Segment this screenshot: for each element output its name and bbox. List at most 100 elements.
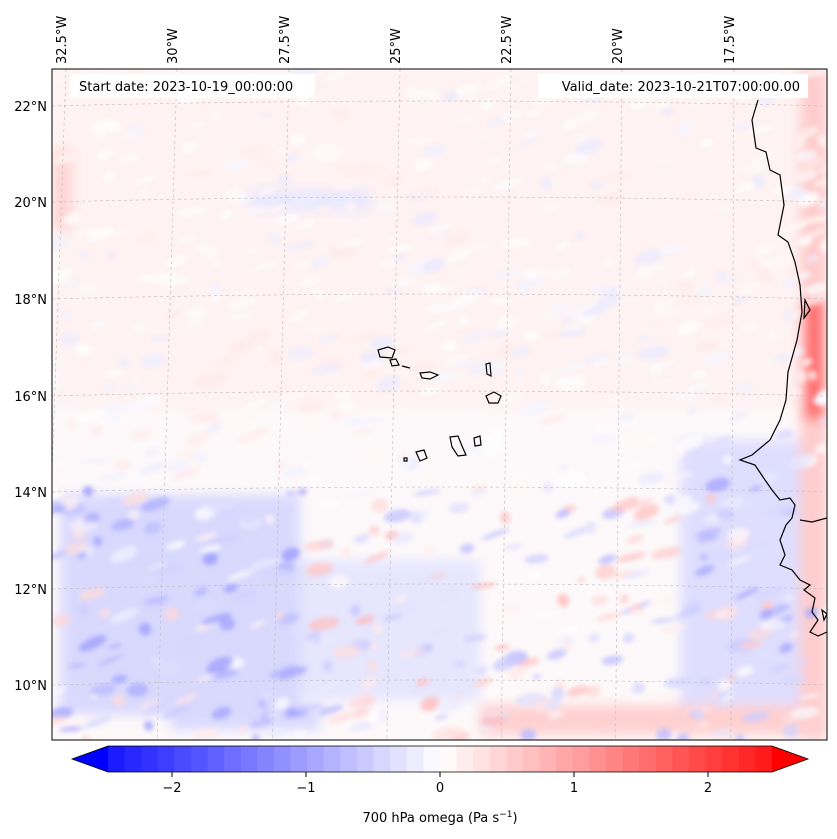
omega-blob <box>181 141 198 154</box>
omega-blob <box>107 251 116 259</box>
omega-blob <box>166 460 190 473</box>
omega-blob <box>787 453 813 471</box>
omega-blob <box>428 222 454 233</box>
omega-blob <box>687 126 714 136</box>
omega-blob <box>579 301 597 310</box>
omega-blob <box>681 353 713 365</box>
omega-blob <box>441 339 457 353</box>
omega-blob <box>165 254 188 268</box>
omega-blob <box>355 615 375 625</box>
omega-blob <box>482 69 502 82</box>
omega-blob <box>52 255 63 268</box>
omega-blob <box>517 137 538 148</box>
omega-blob <box>206 502 239 512</box>
omega-blob <box>673 607 703 619</box>
omega-blob <box>104 181 117 189</box>
colorbar-segment <box>655 746 673 772</box>
omega-blob <box>443 92 459 102</box>
omega-blob <box>534 611 558 618</box>
omega-blob <box>405 137 437 145</box>
omega-blob <box>172 466 201 481</box>
omega-blob <box>736 665 753 677</box>
omega-blob <box>279 173 291 185</box>
omega-blob <box>241 144 267 160</box>
omega-blob <box>194 532 218 542</box>
omega-blob <box>679 279 691 291</box>
omega-blob <box>118 419 134 431</box>
omega-blob <box>434 714 448 720</box>
omega-blob <box>701 306 714 318</box>
omega-blob <box>398 347 409 356</box>
omega-blob <box>541 176 551 189</box>
omega-blob <box>317 205 330 214</box>
omega-blob <box>592 423 614 434</box>
omega-blob <box>633 504 660 521</box>
omega-blob <box>339 398 355 412</box>
omega-blob <box>686 408 697 416</box>
colorbar-segment <box>124 746 142 772</box>
omega-blob <box>397 648 428 658</box>
omega-blob <box>615 353 631 366</box>
omega-blob <box>662 108 674 116</box>
island-santiago <box>449 435 467 457</box>
omega-blob <box>524 597 556 604</box>
omega-blob <box>576 454 593 461</box>
colorbar-segment <box>357 746 375 772</box>
colorbar-segment <box>141 746 159 772</box>
omega-blob <box>716 507 734 520</box>
omega-blob <box>542 482 553 493</box>
omega-blob <box>182 404 204 412</box>
omega-blob <box>238 190 248 205</box>
omega-blob <box>78 282 98 294</box>
omega-blob <box>351 216 374 229</box>
parallel-line <box>52 196 827 203</box>
omega-blob <box>287 347 314 359</box>
omega-blob <box>481 715 505 726</box>
omega-blob <box>335 291 357 303</box>
omega-blob <box>631 607 641 615</box>
omega-blob <box>388 235 398 241</box>
meridian-line <box>615 69 623 740</box>
omega-blob <box>553 242 571 252</box>
omega-blob <box>463 390 480 403</box>
omega-blob <box>626 463 646 469</box>
omega-blob <box>769 663 789 673</box>
omega-blob <box>608 276 639 286</box>
omega-blob <box>78 458 109 465</box>
omega-blob <box>97 653 124 667</box>
colorbar-segment <box>589 746 607 772</box>
omega-blob <box>638 471 664 485</box>
colorbar-tick-labels: −2 −1 0 1 2 <box>162 781 712 796</box>
colorbar-segment <box>340 746 358 772</box>
omega-blob <box>257 161 273 167</box>
omega-blob <box>194 587 209 597</box>
omega-blob <box>565 492 583 501</box>
meridian-line <box>386 69 401 740</box>
omega-blob <box>649 359 676 371</box>
omega-blob <box>547 710 564 719</box>
omega-blob <box>384 98 409 113</box>
omega-blob <box>196 673 217 682</box>
omega-blob <box>127 153 142 161</box>
omega-blob <box>130 428 153 441</box>
omega-blob <box>707 314 734 328</box>
omega-blob <box>389 604 418 613</box>
omega-blob <box>157 662 182 676</box>
omega-blob <box>78 603 89 616</box>
omega-blob <box>584 233 601 241</box>
omega-blob <box>814 444 827 454</box>
omega-blob <box>697 283 711 297</box>
omega-blob <box>79 251 91 259</box>
omega-blob <box>782 714 794 725</box>
omega-blob <box>355 456 386 465</box>
omega-blob <box>557 593 570 607</box>
omega-blob <box>126 683 149 697</box>
omega-blob <box>473 484 487 493</box>
colorbar-segment <box>689 746 707 772</box>
colorbar-segment <box>323 746 341 772</box>
omega-blob <box>342 547 351 559</box>
omega-blob <box>249 620 266 629</box>
cb-tick-label-2: 2 <box>704 781 712 796</box>
omega-blob <box>445 231 471 246</box>
coast-island-1 <box>799 517 827 523</box>
